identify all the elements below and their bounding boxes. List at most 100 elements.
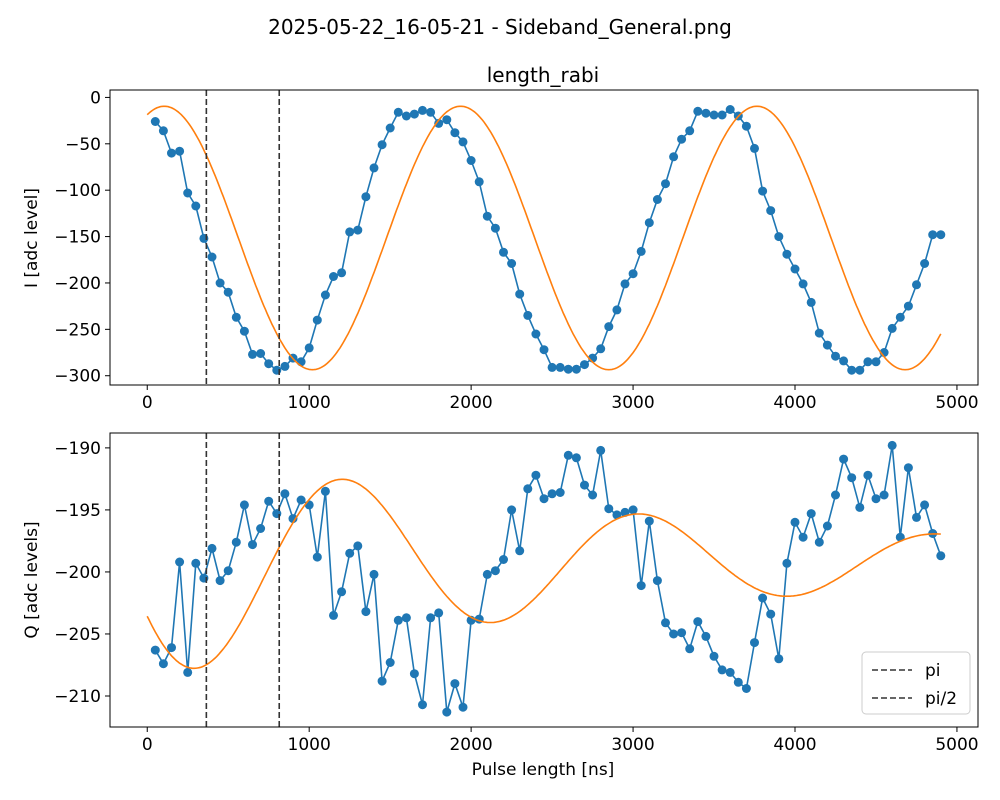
data-point <box>191 558 201 568</box>
data-point <box>239 500 249 510</box>
data-point <box>733 677 743 687</box>
data-point <box>863 357 873 367</box>
data-point <box>920 500 930 510</box>
data-point <box>936 551 946 561</box>
data-point <box>547 489 557 499</box>
data-point <box>547 362 557 372</box>
data-point <box>596 344 606 354</box>
data-point <box>903 463 913 473</box>
data-point <box>320 486 330 496</box>
data-point <box>345 227 355 237</box>
data-point <box>604 504 614 514</box>
data-point <box>644 218 654 228</box>
data-point <box>879 490 889 500</box>
data-point <box>717 110 727 120</box>
data-point <box>871 494 881 504</box>
data-point <box>393 615 403 625</box>
y-tick-label: −205 <box>54 625 101 645</box>
data-point <box>887 323 897 333</box>
data-point <box>329 610 338 620</box>
data-point <box>207 252 217 262</box>
data-point <box>571 453 581 463</box>
data-point <box>741 121 751 131</box>
data-point <box>450 128 460 138</box>
data-point <box>490 223 500 233</box>
x-tick-label: 0 <box>142 393 153 413</box>
data-point <box>215 278 225 288</box>
data-point <box>644 516 654 526</box>
data-point <box>928 230 938 240</box>
data-point <box>345 548 355 558</box>
x-tick-label: 4000 <box>773 735 816 755</box>
data-point <box>636 246 646 256</box>
data-point <box>596 445 606 455</box>
data-point <box>329 272 338 281</box>
data-point <box>418 700 427 710</box>
legend-frame <box>861 651 971 715</box>
data-point <box>450 679 460 689</box>
data-point <box>401 111 411 121</box>
x-tick-label: 0 <box>142 735 153 755</box>
data-point <box>353 225 363 235</box>
y-tick-label: −50 <box>65 135 101 155</box>
x-tick-label: 5000 <box>935 393 978 413</box>
data-point <box>912 280 921 290</box>
data-point <box>499 247 508 257</box>
data-point <box>822 340 832 350</box>
x-tick-label: 1000 <box>288 393 331 413</box>
data-point <box>588 490 598 500</box>
data-point <box>887 440 897 450</box>
data-point <box>507 505 517 515</box>
figure-suptitle: 2025-05-22_16-05-21 - Sideband_General.p… <box>268 15 732 39</box>
data-point <box>150 645 160 655</box>
data-point <box>191 201 201 211</box>
data-point <box>628 269 638 279</box>
data-point <box>741 684 751 693</box>
data-point <box>806 509 816 519</box>
data-point <box>482 569 492 579</box>
data-point <box>758 186 768 196</box>
data-point <box>701 108 711 118</box>
y-axis-label: Q [adc levels] <box>22 521 42 638</box>
data-point <box>750 638 759 648</box>
data-point <box>393 107 403 117</box>
data-point <box>207 543 217 553</box>
data-point <box>871 357 881 367</box>
data-point <box>604 322 614 332</box>
y-tick-label: 0 <box>90 88 101 108</box>
data-point <box>312 552 322 562</box>
data-point <box>539 345 549 355</box>
data-point <box>150 117 160 126</box>
data-point <box>717 665 727 675</box>
data-point <box>248 349 257 359</box>
data-point <box>798 279 808 289</box>
data-point <box>652 195 662 204</box>
data-point <box>677 134 687 144</box>
data-point <box>806 297 816 307</box>
y-tick-label: −200 <box>54 274 101 294</box>
data-point <box>426 613 436 623</box>
data-point <box>571 364 581 374</box>
data-point <box>782 558 792 568</box>
data-point <box>563 450 573 460</box>
data-point <box>434 608 444 618</box>
data-point <box>782 249 792 259</box>
data-point <box>555 362 565 372</box>
data-point <box>523 310 533 320</box>
data-point <box>661 618 670 628</box>
data-point <box>839 356 849 366</box>
data-point <box>401 613 411 623</box>
y-tick-label: −100 <box>54 181 101 201</box>
data-point <box>183 667 193 677</box>
data-point <box>766 206 776 216</box>
data-point <box>264 359 274 369</box>
plot-frame <box>109 89 979 386</box>
data-point <box>831 351 840 361</box>
x-tick-label: 4000 <box>773 393 816 413</box>
plot-content <box>146 433 946 727</box>
data-point <box>304 343 314 353</box>
data-point <box>490 566 500 576</box>
data-point <box>264 496 274 506</box>
data-point <box>409 669 419 679</box>
